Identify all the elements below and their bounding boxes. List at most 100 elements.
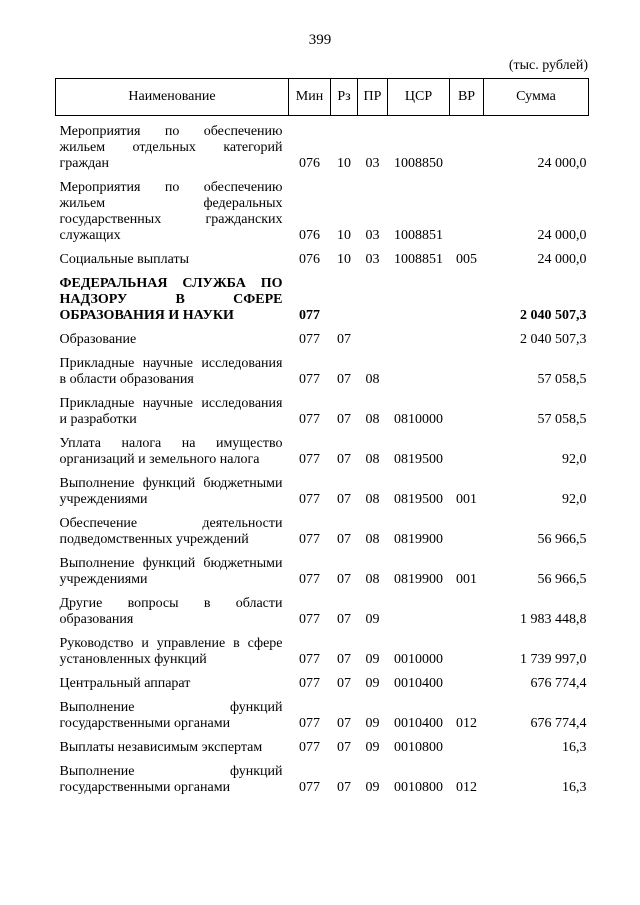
table-row: Центральный аппарат 077 07 09 0010400 676 774… [56,668,589,692]
cell-min: 077 [299,676,320,691]
table-row: Мероприятия по обеспечению жильем федера… [56,172,589,244]
cell-rz: 07 [337,780,351,795]
cell-pr: 08 [365,452,380,467]
cell-csr [388,348,450,388]
table-row: Прикладные научные исследования и разраб… [56,388,589,428]
cell-rz [331,268,358,324]
cell-name: Руководство и управление в сфере установ… [59,636,283,667]
cell-rz: 07 [337,532,351,547]
cell-name: Выполнение функций государственными орга… [59,700,283,731]
cell-min: 077 [299,740,320,755]
cell-name: ФЕДЕРАЛЬНАЯ СЛУЖБА ПО НАДЗОРУ В СФЕРЕ ОБ… [59,276,283,323]
column-header: Мин [288,78,331,116]
table-row: Выплаты независимым экспертам 077 07 09 0010… [56,732,589,756]
cell-sum: 676 774,4 [530,716,587,731]
cell-sum: 676 774,4 [530,676,587,691]
cell-name: Уплата налога на имущество организаций и… [59,436,283,467]
cell-rz: 07 [337,652,351,667]
cell-pr: 09 [365,612,380,627]
cell-vr: 001 [456,572,477,587]
cell-pr: 08 [365,412,380,427]
cell-name: Прикладные научные исследования в област… [59,356,283,387]
cell-rz: 10 [337,156,351,171]
table-row: Прикладные научные исследования в област… [56,348,589,388]
cell-vr [450,628,484,668]
cell-pr: 09 [365,716,380,731]
cell-min: 076 [299,228,320,243]
cell-vr [450,732,484,756]
table-row: Другие вопросы в области образования 077 0… [56,588,589,628]
cell-rz: 10 [337,228,351,243]
column-header: ВР [449,78,484,116]
cell-min: 077 [299,308,320,323]
table-row: Выполнение функций бюджетными учреждения… [56,468,589,508]
cell-pr: 09 [365,780,380,795]
cell-csr: 0810000 [394,412,443,427]
cell-min: 076 [299,156,320,171]
cell-vr [450,668,484,692]
cell-csr: 0010000 [394,652,443,667]
cell-csr: 0010800 [394,780,443,795]
cell-rz: 07 [337,452,351,467]
cell-min: 077 [299,452,320,467]
cell-rz: 07 [337,492,351,507]
cell-pr: 03 [365,156,380,171]
column-header: Наименование [55,78,289,116]
cell-sum: 24 000,0 [537,252,587,267]
cell-csr: 0010400 [394,716,443,731]
table-row: Социальные выплаты 076 10 03 1008851 005 24 00… [56,244,589,268]
cell-vr [450,172,484,244]
cell-min: 077 [299,372,320,387]
cell-name: Обеспечение деятельности подведомственны… [59,516,283,547]
cell-rz: 07 [337,332,351,347]
cell-pr: 09 [365,740,380,755]
header-row: Наименование Мин Рз ПР ЦСР ВР Сумма [55,78,589,116]
cell-pr: 08 [365,532,380,547]
cell-min: 077 [299,572,320,587]
column-header: Рз [330,78,358,116]
cell-pr: 08 [365,572,380,587]
cell-name: Выполнение функций бюджетными учреждения… [59,476,283,507]
cell-sum: 16,3 [562,740,587,755]
column-header: ЦСР [387,78,450,116]
cell-vr [450,268,484,324]
cell-sum: 57 058,5 [537,412,587,427]
table-row: Уплата налога на имущество организаций и… [56,428,589,468]
column-header: Сумма [483,78,589,116]
cell-pr: 03 [365,228,380,243]
cell-min: 076 [299,252,320,267]
cell-pr: 03 [365,252,380,267]
cell-name: Прикладные научные исследования и разраб… [59,396,283,427]
cell-sum: 16,3 [562,780,587,795]
table-row: Мероприятия по обеспечению жильем отдель… [56,116,589,173]
cell-vr [450,428,484,468]
cell-rz: 07 [337,676,351,691]
cell-vr [450,388,484,428]
cell-sum: 2 040 507,3 [520,308,587,323]
cell-name: Мероприятия по обеспечению жильем отдель… [59,124,283,171]
cell-vr: 001 [456,492,477,507]
unit-note: (тыс. рублей) [508,58,588,73]
table-row: Выполнение функций государственными орга… [56,692,589,732]
cell-sum: 24 000,0 [537,228,587,243]
cell-rz: 07 [337,372,351,387]
cell-name: Выплаты независимым экспертам [59,740,263,755]
cell-vr [450,508,484,548]
cell-pr: 08 [365,492,380,507]
cell-rz: 07 [337,612,351,627]
cell-pr [358,324,388,348]
table-row: Выполнение функций государственными орга… [56,756,589,796]
cell-name: Образование [59,332,137,347]
cell-rz: 10 [337,252,351,267]
cell-min: 077 [299,652,320,667]
cell-name: Социальные выплаты [59,252,190,267]
cell-csr: 0819900 [394,532,443,547]
cell-min: 077 [299,492,320,507]
cell-name: Центральный аппарат [59,676,191,691]
table-row: Выполнение функций бюджетными учреждения… [56,548,589,588]
table-row: Образование 077 07 2 040 507,3 [56,324,589,348]
cell-pr: 08 [365,372,380,387]
cell-sum: 1 739 997,0 [520,652,587,667]
table-row: Руководство и управление в сфере установ… [56,628,589,668]
cell-vr [450,324,484,348]
